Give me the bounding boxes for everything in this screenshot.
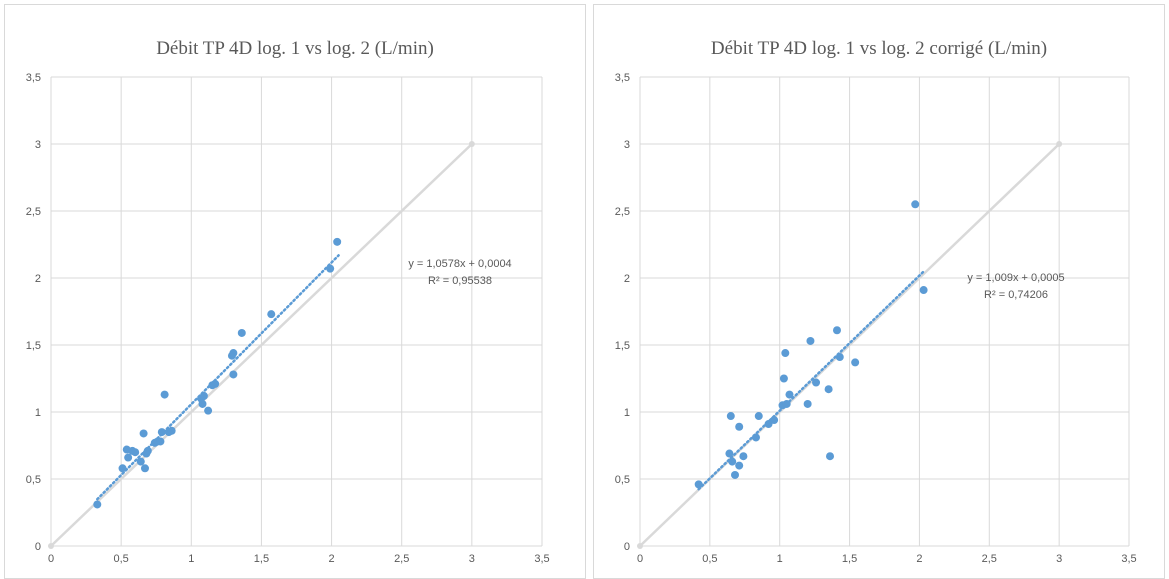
data-point [140, 464, 149, 473]
x-tick-label: 2 [329, 553, 335, 565]
scatter-plot-2: 0 0,5 1 1,5 2 2,5 3 3,5 0 0,5 1 1,5 2 2,5 3 3,5 y = 1,00… [615, 72, 1137, 565]
data-point [832, 326, 841, 335]
x-tick-label: 0,5 [702, 553, 717, 565]
identity-marker [1056, 141, 1063, 147]
x-tick-label: 2 [916, 553, 922, 565]
data-point [333, 237, 342, 246]
x-tick-label: 0,5 [113, 553, 128, 565]
chart-title: Débit TP 4D log. 1 vs log. 2 (L/min) [156, 38, 434, 59]
y-tick-label: 1,5 [615, 340, 630, 352]
data-point [143, 446, 152, 455]
data-point [118, 464, 127, 473]
data-point [199, 391, 208, 400]
data-point [267, 310, 276, 319]
data-point [156, 437, 165, 446]
data-point [229, 349, 238, 358]
y-tick-label: 2 [624, 273, 630, 285]
x-tick-label: 1,5 [842, 553, 857, 565]
data-point [728, 457, 737, 466]
data-point [735, 422, 744, 431]
identity-marker [468, 141, 475, 147]
data-point [826, 452, 835, 461]
y-tick-label: 3 [35, 139, 41, 151]
identity-marker [48, 543, 54, 549]
x-tick-label: 3 [469, 553, 475, 565]
data-point [725, 449, 734, 458]
data-point [770, 416, 779, 425]
data-point [229, 370, 238, 379]
trendline [96, 254, 340, 501]
data-point [136, 457, 145, 466]
data-point [754, 412, 763, 421]
data-point [157, 428, 166, 437]
data-point [731, 470, 740, 479]
identity-marker [637, 543, 643, 549]
data-point [131, 448, 140, 457]
data-point [781, 349, 790, 358]
data-point [806, 336, 815, 345]
y-tick-label: 1 [35, 407, 41, 419]
data-point [326, 264, 335, 273]
y-tick-label: 1,5 [26, 340, 41, 352]
data-point [237, 328, 246, 337]
data-point [911, 200, 920, 209]
x-tick-label: 1,5 [254, 553, 269, 565]
data-point [739, 452, 748, 461]
chart-title: Débit TP 4D log. 1 vs log. 2 corrigé (L/… [710, 38, 1048, 59]
y-tick-label: 2 [35, 273, 41, 285]
data-point [812, 378, 821, 387]
x-tick-label: 0 [637, 553, 643, 565]
data-point [835, 353, 844, 362]
data-point [919, 286, 928, 295]
trendline-equation: y = 1,0578x + 0,0004 [408, 258, 511, 270]
data-point [764, 420, 773, 429]
data-point [93, 500, 102, 509]
x-tick-label: 0 [48, 553, 54, 565]
data-point [851, 358, 860, 367]
y-tick-label: 2,5 [615, 206, 630, 218]
y-tick-label: 3,5 [615, 72, 630, 84]
y-tick-label: 0 [35, 541, 41, 553]
data-point [204, 406, 213, 415]
chart-panel-1: Débit TP 4D log. 1 vs log. 2 (L/min) 0 0,… [4, 4, 586, 579]
x-tick-label: 3,5 [534, 553, 549, 565]
y-tick-label: 3 [624, 139, 630, 151]
data-point [167, 426, 176, 435]
scatter-plot-1: 0 0,5 1 1,5 2 2,5 3 3,5 0 0,5 1 1,5 2 2,5 3 3,5 y = 1,05… [26, 72, 550, 565]
trendline [697, 270, 925, 491]
data-point [160, 390, 169, 399]
trendline-r2: R² = 0,74206 [984, 289, 1048, 301]
data-point [198, 399, 207, 408]
x-tick-label: 2,5 [982, 553, 997, 565]
x-tick-label: 1 [777, 553, 783, 565]
x-tick-label: 3 [1056, 553, 1062, 565]
data-point [779, 374, 788, 383]
data-point [139, 429, 148, 438]
data-point [824, 385, 833, 394]
identity-line [50, 143, 473, 547]
y-tick-label: 0 [624, 541, 630, 553]
data-point [694, 480, 703, 489]
data-point [751, 433, 760, 442]
y-tick-label: 2,5 [26, 206, 41, 218]
data-point [211, 379, 220, 388]
x-tick-label: 3,5 [1121, 553, 1136, 565]
trendline-equation: y = 1,009x + 0,0005 [967, 272, 1064, 284]
y-tick-label: 0,5 [615, 474, 630, 486]
x-tick-label: 1 [188, 553, 194, 565]
data-point [735, 461, 744, 470]
y-tick-label: 0,5 [26, 474, 41, 486]
data-point [803, 399, 812, 408]
x-tick-label: 2,5 [394, 553, 409, 565]
trendline-r2: R² = 0,95538 [428, 275, 492, 287]
data-point [726, 412, 735, 421]
data-point [782, 399, 791, 408]
data-point [785, 390, 794, 399]
data-point [124, 453, 133, 462]
chart-panel-2: Débit TP 4D log. 1 vs log. 2 corrigé (L/… [593, 4, 1165, 579]
y-tick-label: 3,5 [26, 72, 41, 84]
y-tick-label: 1 [624, 407, 630, 419]
